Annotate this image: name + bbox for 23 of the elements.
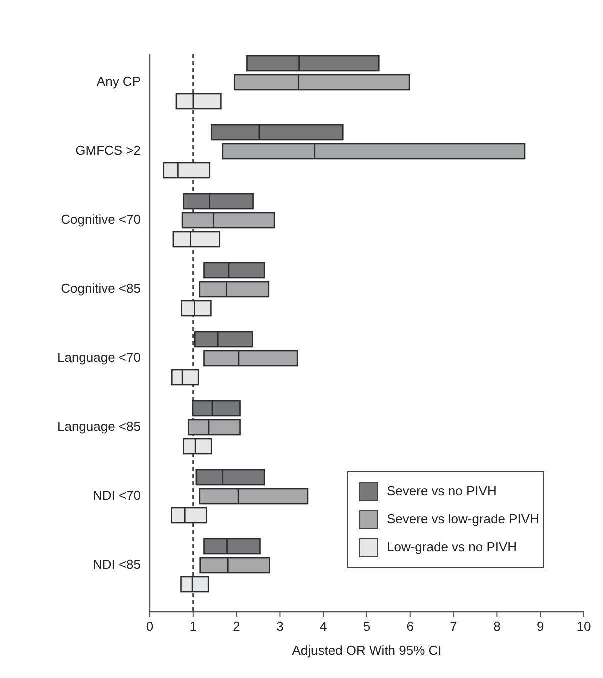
x-tick-label: 0 [146,619,154,634]
x-tick-label: 5 [363,619,371,634]
y-tick-label: NDI <70 [92,488,141,503]
y-tick-label: Language <85 [57,418,141,434]
x-tick-label: 10 [576,619,592,634]
x-tick-label: 3 [276,619,284,634]
y-tick-label: NDI <85 [92,556,141,572]
y-tick-label: Any CP [96,74,141,89]
x-tick-label: 8 [494,619,501,634]
x-tick-label: 6 [406,619,414,634]
x-tick-label: 9 [536,619,544,634]
y-tick-label: Cognitive <85 [61,280,141,296]
x-tick-label: 1 [190,619,198,634]
legend-label: Low-grade vs no PIVH [387,539,518,554]
y-tick-label: GMFCS >2 [76,142,141,158]
y-tick-label: Cognitive <70 [61,212,141,227]
x-tick-label: 2 [233,619,240,634]
x-tick-label: 4 [320,619,328,634]
x-axis-title: Adjusted OR With 95% CI [292,643,442,658]
y-tick-label: Language <70 [57,350,141,365]
legend-label: Severe vs low-grade PIVH [387,511,540,526]
x-tick-label: 7 [450,619,458,634]
legend-label: Severe vs no PIVH [387,483,497,498]
